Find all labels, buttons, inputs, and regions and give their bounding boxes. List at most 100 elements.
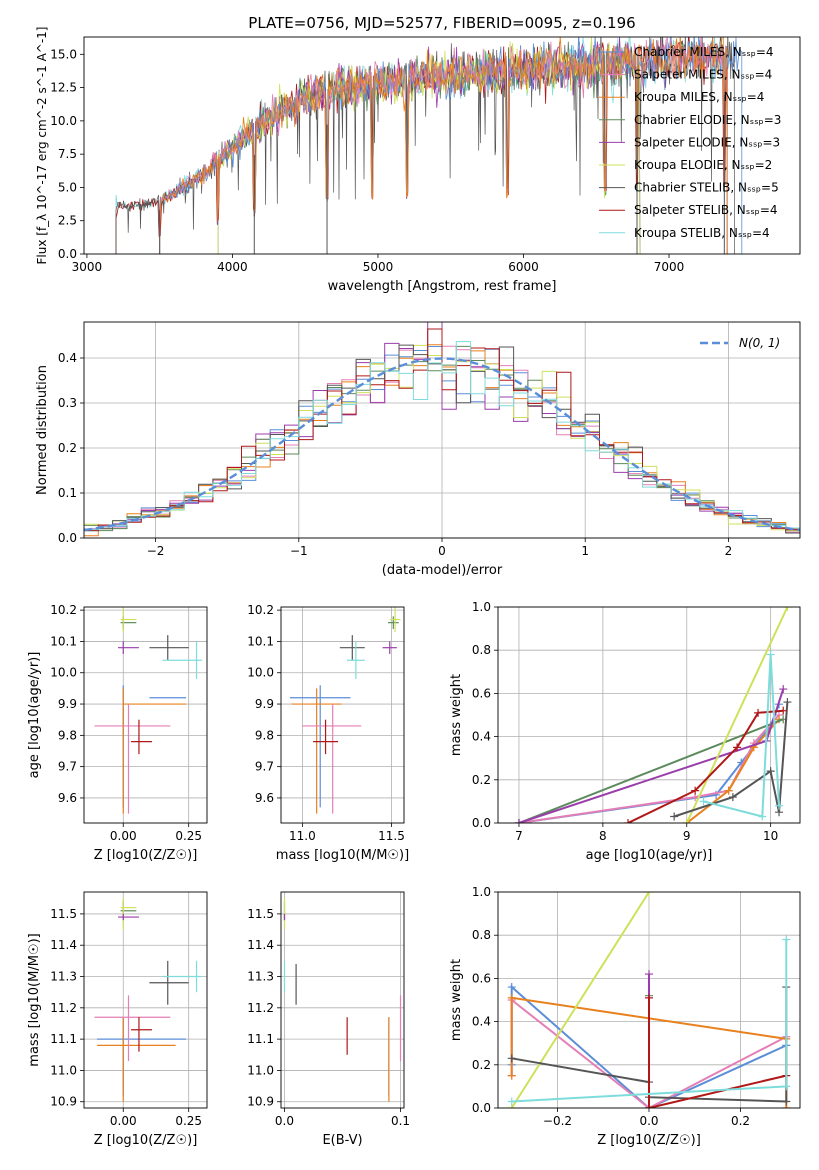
y-tick-label: 11.5 (50, 907, 77, 921)
mass-weight-line (703, 654, 780, 818)
age-vs-Z-frame (83, 606, 208, 824)
y-tick-label: 0.2 (472, 1058, 491, 1072)
y-axis-label: mass [log10(M/M☉)] (27, 933, 42, 1066)
y-tick-label: 10.9 (50, 1095, 77, 1109)
residuals-panel: −2 −1 0 1 2 0.0 0.1 0.2 0.3 0.4 (data-model)/error… (35, 321, 801, 578)
y-tick-label: 5.0 (58, 180, 77, 194)
y-tick-label: 9.9 (255, 697, 274, 711)
x-tick-label: 0.00 (110, 829, 137, 843)
y-tick-label: 9.6 (58, 791, 77, 805)
y-tick-label: 0.6 (472, 686, 491, 700)
age-vs-Z-panel: 0.00 0.25 9.6 9.7 9.8 9.9 10.0 10.1 10.2 Z [log10… (27, 603, 208, 863)
legend-entry: Salpeter MILES, Nₛₛₚ=4 (634, 68, 772, 82)
errorbar-point (389, 607, 401, 633)
errorbar-point (131, 1017, 153, 1052)
mass-weight-marker (733, 743, 742, 752)
y-tick-label: 0.2 (58, 441, 77, 455)
y-tick-label: 11.3 (247, 970, 274, 984)
y-axis-label: Flux [f_λ 10^-17 erg cm^-2 s^-1 A^-1] (35, 27, 49, 265)
errorbar-point (302, 704, 362, 814)
x-axis-label: (data-model)/error (382, 563, 503, 578)
legend: N(0, 1) (700, 336, 780, 350)
mass-weight-marker (754, 708, 763, 717)
mass-vs-Z-frame (83, 891, 208, 1109)
x-tick-label: 7000 (654, 260, 685, 274)
age-vs-Z-plot-area (94, 607, 202, 814)
mass-weight-line (648, 997, 787, 1108)
y-axis-label: mass weight (449, 674, 464, 756)
mass-vs-EBV-plot-area (283, 898, 402, 1102)
x-tick-label: 3000 (72, 260, 103, 274)
y-tick-label: 0.0 (58, 531, 77, 545)
age-vs-mass-frame (280, 606, 405, 824)
x-tick-label: 8 (599, 829, 607, 843)
errorbar-point (122, 688, 187, 814)
x-axis-label: Z [log10(Z/Z☉)] (94, 1133, 198, 1148)
x-tick-label: −0.2 (543, 1114, 572, 1128)
mass-weight-marker (782, 1082, 791, 1091)
mass-vs-Z-panel: 0.00 0.25 10.9 11.0 11.1 11.2 11.3 11.4 11.5 Z [l… (27, 891, 208, 1148)
errorbar-point (94, 995, 171, 1062)
y-tick-label: 0.1 (58, 486, 77, 500)
y-tick-label: 0.0 (472, 1101, 491, 1115)
x-tick-label: 11.0 (289, 829, 316, 843)
x-axis-label: Z [log10(Z/Z☉)] (597, 1133, 701, 1148)
errorbar-point (382, 641, 397, 654)
x-axis-label: mass [log10(M/M☉)] (276, 848, 409, 863)
x-tick-label: 0.25 (175, 1114, 202, 1128)
x-tick-label: 9 (683, 829, 691, 843)
age-vs-mass-plot-area (289, 607, 401, 814)
y-tick-label: 10.1 (50, 634, 77, 648)
legend-entry: Chabrier STELIB, Nₛₛₚ=5 (634, 181, 779, 195)
y-tick-label: 0.8 (472, 643, 491, 657)
errorbar-point (97, 1017, 176, 1102)
mass-vs-Z-plot-area (94, 898, 202, 1102)
mass-weight-vs-age-frame (497, 606, 801, 824)
residuals-plot-area (84, 322, 800, 537)
mass-weight-line (518, 718, 784, 823)
legend-entry: N(0, 1) (739, 336, 780, 350)
errorbar-point (149, 960, 189, 1005)
errorbar-point (291, 688, 342, 814)
x-tick-label: 0 (438, 544, 446, 558)
mass-weight-line (518, 703, 780, 823)
errorbar-point (162, 641, 202, 679)
x-tick-label: 1 (581, 544, 589, 558)
y-axis-label: mass weight (449, 959, 464, 1041)
mass-weight-marker (691, 786, 700, 795)
y-axis-label: Normed distribution (35, 365, 50, 495)
y-tick-label: 9.8 (58, 728, 77, 742)
residuals-frame (83, 321, 801, 539)
y-tick-label: 10.0 (50, 666, 77, 680)
y-tick-label: 11.2 (247, 1001, 274, 1015)
y-tick-label: 10.0 (50, 114, 77, 128)
legend: Chabrier MILES, Nₛₛₚ=4 Salpeter MILES, Nₛ… (599, 45, 781, 240)
y-tick-label: 0.4 (472, 730, 491, 744)
spectrum-panel: 3000 4000 5000 6000 7000 0.0 2.5 5.0 7.5 10.0 12.5… (35, 27, 801, 294)
mass-vs-EBV-frame (280, 891, 405, 1109)
x-tick-label: −2 (147, 544, 165, 558)
mass-weight-vs-age-panel: 7 8 9 10 0.0 0.2 0.4 0.6 0.8 1.0 age [log10(age/yr… (449, 600, 801, 863)
mass-weight-line (685, 607, 789, 823)
x-tick-label: 0.00 (110, 1114, 137, 1128)
y-tick-label: 11.2 (50, 1001, 77, 1015)
legend-entry: Kroupa STELIB, Nₛₛₚ=4 (634, 226, 770, 240)
y-tick-label: 0.2 (472, 773, 491, 787)
mass-weight-marker (645, 892, 653, 896)
y-tick-label: 11.1 (50, 1032, 77, 1046)
mass-weight-line (510, 892, 650, 1108)
x-axis-label: age [log10(age/yr)] (586, 848, 713, 863)
y-tick-label: 11.4 (247, 938, 274, 952)
mass-weight-marker (783, 607, 792, 611)
x-axis-label: wavelength [Angstrom, rest frame] (328, 279, 557, 294)
y-tick-label: 11.3 (50, 970, 77, 984)
errorbar-point (387, 616, 399, 629)
y-tick-label: 1.0 (472, 885, 491, 899)
y-tick-label: 11.0 (247, 1063, 274, 1077)
y-tick-label: 9.9 (58, 697, 77, 711)
y-tick-label: 11.5 (247, 907, 274, 921)
x-axis-label: E(B-V) (322, 1133, 362, 1148)
x-tick-label: 10 (763, 829, 778, 843)
errorbar-point (149, 635, 189, 661)
